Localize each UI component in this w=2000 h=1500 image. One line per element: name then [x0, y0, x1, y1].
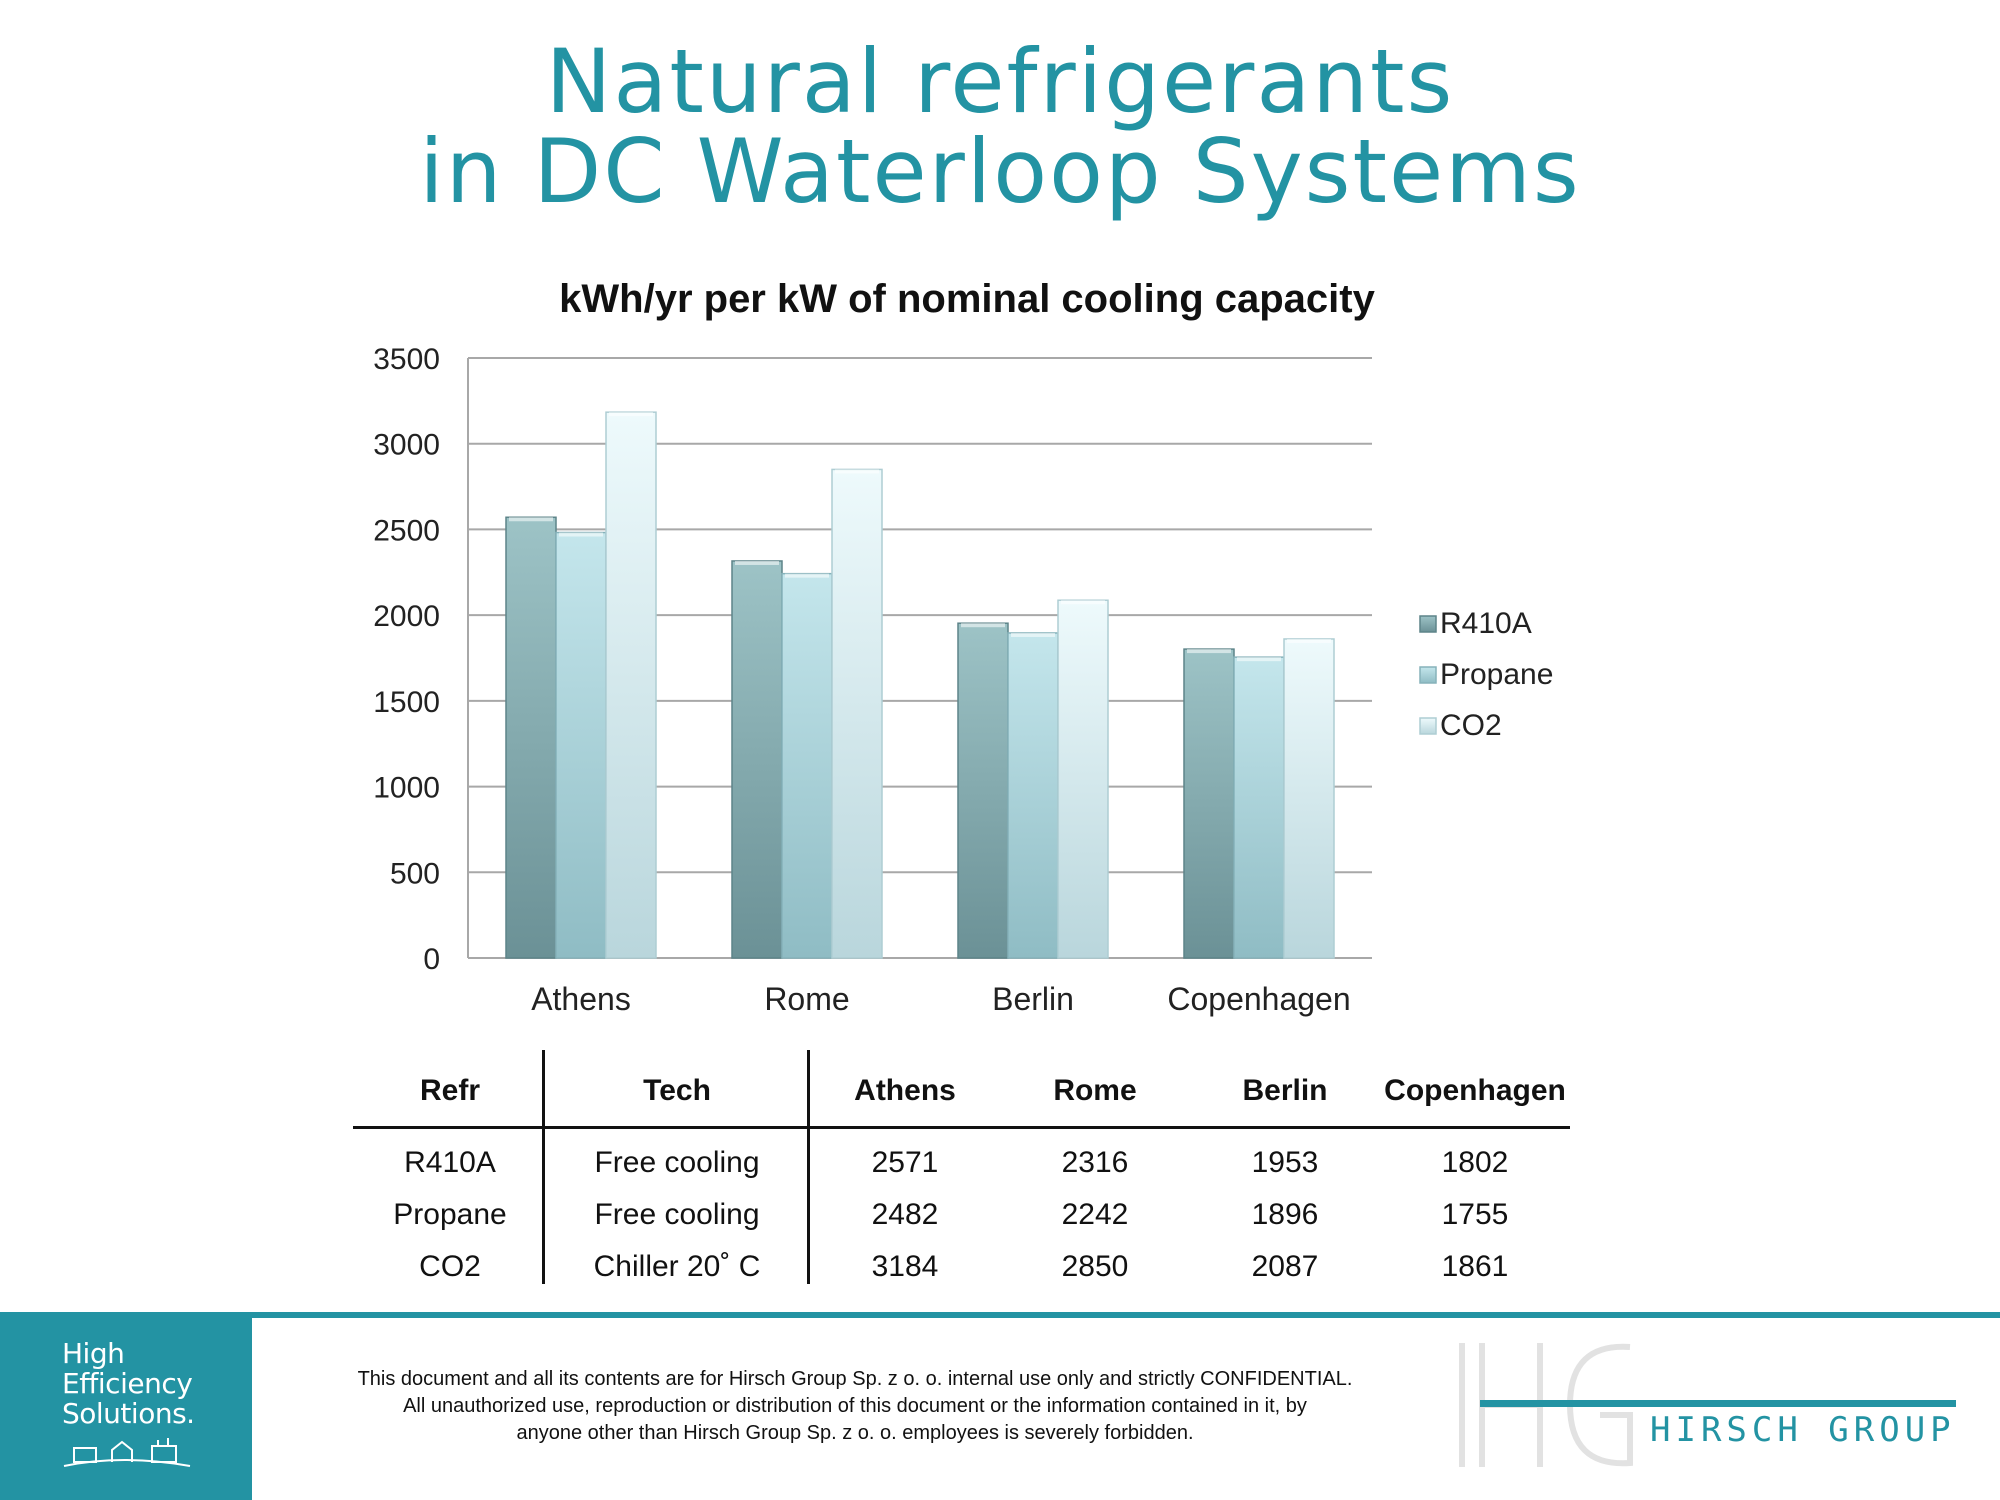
- bar-highlight: [1061, 600, 1105, 605]
- table-cell: Propane: [393, 1198, 507, 1231]
- bar-r410a-athens: [505, 516, 557, 959]
- bar-highlight: [609, 412, 653, 417]
- x-tick-label: Berlin: [992, 981, 1074, 1017]
- y-tick-label: 500: [390, 857, 440, 890]
- brand-text-solutions: Solutions.: [62, 1397, 195, 1430]
- legend-swatch-r410a: [1419, 615, 1437, 633]
- table-header-copenhagen: Copenhagen: [1384, 1074, 1566, 1107]
- disclaimer-line-2: All unauthorized use, reproduction or di…: [403, 1395, 1307, 1417]
- table-header-berlin: Berlin: [1242, 1074, 1328, 1107]
- table-cell: 1953: [1251, 1146, 1319, 1179]
- y-tick-label: 3500: [373, 343, 440, 376]
- bar-r410a-copenhagen: [1183, 648, 1235, 959]
- table-cell: 2242: [1061, 1198, 1129, 1231]
- table-header-refr: Refr: [419, 1074, 481, 1107]
- bar-highlight: [785, 573, 829, 578]
- table-cell: 1896: [1251, 1198, 1319, 1231]
- footer-divider: [250, 1312, 2000, 1318]
- x-tick-label: Rome: [764, 981, 849, 1017]
- bar-highlight: [1011, 632, 1055, 637]
- y-tick-label: 1000: [373, 772, 440, 805]
- bar-r410a-berlin: [957, 622, 1009, 959]
- table-cell: 3184: [871, 1250, 939, 1283]
- y-tick-label: 0: [423, 943, 440, 976]
- table-cell: 1802: [1441, 1146, 1509, 1179]
- table-cell: Free cooling: [594, 1146, 760, 1179]
- chart-title: kWh/yr per kW of nominal cooling capacit…: [559, 277, 1375, 321]
- legend-label-propane: Propane: [1440, 658, 1553, 691]
- table-cell: 2571: [871, 1146, 939, 1179]
- table-cell: Free cooling: [594, 1198, 760, 1231]
- table-header-rome: Rome: [1053, 1074, 1137, 1107]
- bar-highlight: [1237, 657, 1281, 662]
- table-header-tech: Tech: [643, 1074, 711, 1107]
- legend-swatch-propane: [1419, 666, 1437, 684]
- bar-highlight: [961, 623, 1005, 628]
- table-cell: 2316: [1061, 1146, 1129, 1179]
- brand-text-efficiency: Efficiency: [62, 1367, 193, 1400]
- bar-co2-rome: [831, 468, 883, 959]
- table-cell: 2482: [871, 1198, 939, 1231]
- hirsch-group-logo: [1459, 1343, 1956, 1467]
- bar-highlight: [1187, 649, 1231, 654]
- bar-propane-rome: [781, 572, 833, 959]
- bar-highlight: [559, 532, 603, 537]
- logo-text: HIRSCH GROUP: [1650, 1410, 1956, 1450]
- table-header-rule: [353, 1126, 1570, 1129]
- bar-highlight: [835, 469, 879, 474]
- bar-r410a-rome: [731, 560, 783, 959]
- bar-highlight: [1287, 638, 1331, 643]
- buildings-icon: [63, 1438, 191, 1467]
- legend-label-co2: CO2: [1440, 709, 1502, 742]
- y-tick-label: 2000: [373, 600, 440, 633]
- bar-co2-berlin: [1057, 599, 1109, 959]
- bar-propane-berlin: [1007, 632, 1059, 959]
- table-cell: R410A: [404, 1146, 496, 1179]
- legend-label-r410a: R410A: [1440, 607, 1532, 640]
- table-cell: Chiller 20˚ C: [593, 1250, 761, 1283]
- legend-swatch-co2: [1419, 717, 1437, 735]
- table-header-athens: Athens: [854, 1074, 956, 1107]
- y-tick-label: 3000: [373, 429, 440, 462]
- bar-co2-athens: [605, 411, 657, 959]
- table-cell: 1861: [1441, 1250, 1509, 1283]
- table-cell: 2087: [1251, 1250, 1319, 1283]
- table-column-divider: [542, 1050, 545, 1284]
- x-tick-label: Athens: [531, 981, 631, 1017]
- table-cell: 2850: [1061, 1250, 1129, 1283]
- bar-chart: kWh/yr per kW of nominal cooling capacit…: [373, 277, 1553, 1017]
- table-cell: 1755: [1441, 1198, 1509, 1231]
- y-tick-label: 1500: [373, 686, 440, 719]
- brand-panel: [0, 1312, 252, 1500]
- brand-text-high: High: [62, 1337, 125, 1370]
- table-cell: CO2: [419, 1250, 481, 1283]
- disclaimer-line-3: anyone other than Hirsch Group Sp. z o. …: [516, 1422, 1194, 1444]
- bar-propane-copenhagen: [1233, 656, 1285, 959]
- page-title-line-2: in DC Waterloop Systems: [419, 120, 1581, 223]
- bar-propane-athens: [555, 531, 607, 959]
- bar-highlight: [509, 517, 553, 522]
- y-tick-label: 2500: [373, 514, 440, 547]
- page-title-line-1: Natural refrigerants: [545, 30, 1455, 133]
- bar-highlight: [735, 560, 779, 565]
- x-tick-label: Copenhagen: [1167, 981, 1350, 1017]
- table-column-divider: [807, 1050, 810, 1284]
- bar-co2-copenhagen: [1283, 638, 1335, 959]
- disclaimer-line-1: This document and all its contents are f…: [357, 1368, 1353, 1390]
